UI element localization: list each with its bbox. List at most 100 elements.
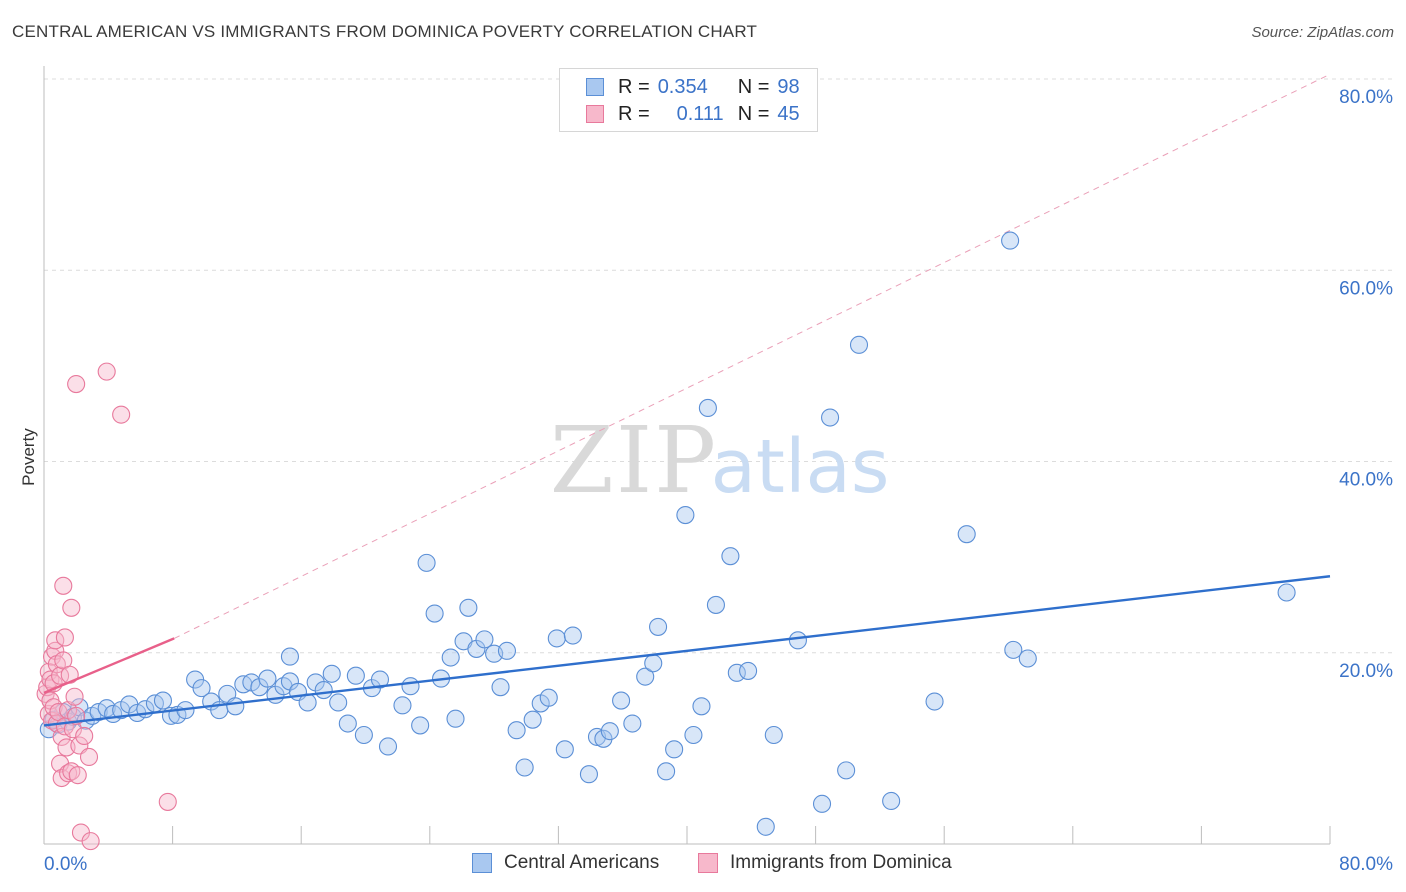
central-americans-point [539, 688, 558, 707]
central-americans-point [258, 669, 277, 688]
dominica-point [63, 720, 82, 739]
dominica-point [112, 405, 131, 424]
central-americans-point [579, 765, 598, 784]
central-americans-point [507, 721, 526, 740]
y-axis-label: Poverty [19, 428, 38, 486]
central-americans-point [649, 617, 668, 636]
legend-r-value: 0.354 [657, 75, 708, 98]
legend-label: Immigrants from Dominica [730, 852, 952, 873]
central-americans-point [788, 631, 807, 650]
legend-item-immigrants-from-dominica: Immigrants from Dominica [698, 852, 952, 874]
dominica-point [62, 598, 81, 617]
central-americans-point [475, 630, 494, 649]
central-americans-point [322, 664, 341, 683]
central-americans-point [1277, 583, 1296, 602]
dominica-point [158, 792, 177, 811]
legend-r-label: R = [618, 102, 650, 125]
stats-legend: R = 0.354 N = 98 R = 0.111 N = 45 [559, 68, 818, 132]
central-americans-point [459, 598, 478, 617]
y-tick-label: 40.0% [1339, 470, 1393, 491]
legend-n-label: N = [737, 75, 770, 98]
central-americans-point [644, 654, 663, 673]
central-americans-point [378, 737, 398, 756]
legend-item-central-americans: Central Americans [472, 852, 659, 874]
watermark: ZIP atlas [550, 407, 890, 514]
dominica-point [55, 628, 74, 647]
central-americans-point [676, 505, 695, 525]
y-tick-label: 60.0% [1339, 278, 1393, 299]
legend-swatch-pink [586, 105, 604, 123]
legend-row-pink: R = 0.111 N = 45 [586, 101, 800, 127]
legend-swatch-blue [472, 853, 492, 873]
series-legend: Central Americans Immigrants from Domini… [0, 852, 1406, 878]
central-americans-point [226, 697, 245, 716]
central-americans-point [411, 716, 430, 735]
y-tick-label: 20.0% [1339, 661, 1393, 682]
axis-layer: 20.0% 40.0% 60.0% 80.0% 0.0% 80.0% [43, 66, 1393, 875]
dominica-point [68, 766, 87, 785]
central-americans-point [497, 641, 517, 660]
x-tick-label: 0.0% [44, 854, 87, 875]
legend-r-label: R = [618, 75, 650, 98]
central-americans-point [329, 693, 348, 712]
central-americans-point [837, 761, 856, 780]
grid-layer [44, 78, 1392, 654]
dominica-point [54, 576, 73, 595]
central-americans-point [692, 697, 711, 716]
central-americans-point [338, 714, 357, 733]
central-americans-point [882, 791, 901, 811]
dominica-point [79, 747, 99, 767]
central-americans-point [957, 525, 976, 544]
dominica-point [67, 374, 86, 394]
central-americans-point [555, 740, 574, 759]
central-americans-point [706, 595, 725, 614]
y-tick-label: 80.0% [1339, 87, 1393, 108]
central-americans-point [280, 647, 299, 666]
legend-r-value: 0.111 [676, 102, 724, 125]
central-americans-point [684, 725, 703, 745]
watermark-zip: ZIP [550, 407, 718, 514]
watermark-atlas: atlas [711, 424, 890, 510]
dominica-point [97, 362, 116, 381]
legend-swatch-pink [698, 853, 718, 873]
dominica-point [65, 687, 84, 706]
legend-row-blue: R = 0.354 N = 98 [586, 74, 800, 100]
central-americans-point [739, 661, 758, 680]
legend-n-value: 45 [777, 102, 800, 125]
central-americans-point [441, 648, 460, 667]
central-americans-point [547, 629, 566, 648]
central-americans-point [153, 691, 173, 710]
dominica-point [51, 666, 70, 685]
central-americans-point [764, 725, 783, 745]
dominica-trend-line [43, 637, 175, 695]
central-americans-point [594, 729, 613, 748]
central-americans-point [523, 710, 542, 729]
points-layer [36, 231, 1331, 851]
central-americans-point [612, 691, 631, 710]
dominica-point [75, 726, 94, 745]
central-americans-point [346, 666, 365, 685]
chart-title: CENTRAL AMERICAN VS IMMIGRANTS FROM DOMI… [12, 22, 758, 41]
central-americans-point [721, 547, 740, 566]
central-americans-point [425, 604, 444, 623]
central-americans-point [192, 679, 211, 698]
central-americans-trend-line [43, 575, 1331, 727]
central-americans-point [623, 714, 642, 733]
central-americans-point [563, 626, 582, 645]
central-americans-point [491, 678, 510, 697]
dominica-trend-extension [173, 73, 1331, 639]
central-americans-point [401, 677, 420, 696]
central-americans-point [727, 663, 746, 682]
trend-layer [173, 73, 1331, 639]
central-americans-point [849, 335, 869, 354]
central-americans-point [1001, 231, 1020, 250]
central-americans-point [698, 398, 717, 418]
central-americans-point [600, 722, 619, 741]
legend-label: Central Americans [504, 852, 660, 873]
central-americans-point [515, 758, 534, 777]
central-americans-point [370, 670, 390, 689]
central-americans-point [925, 692, 944, 711]
central-americans-point [665, 740, 684, 759]
central-americans-point [417, 553, 436, 572]
